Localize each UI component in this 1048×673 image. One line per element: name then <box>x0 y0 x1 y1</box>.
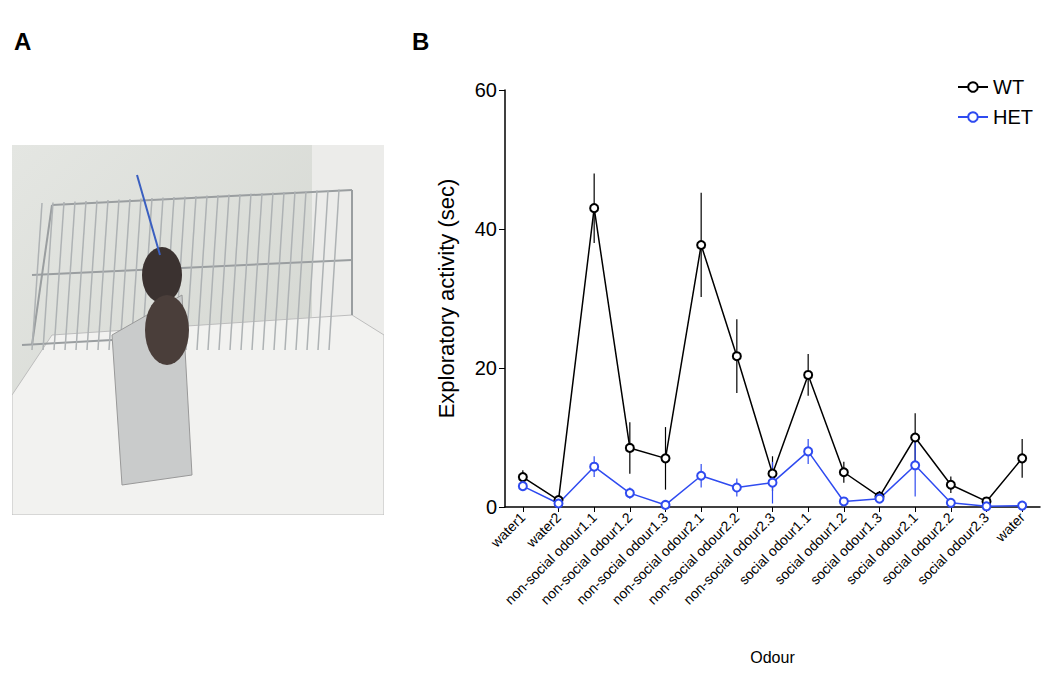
svg-text:Odour: Odour <box>750 649 795 666</box>
svg-text:non-social odour1.3: non-social odour1.3 <box>573 509 672 608</box>
svg-text:social odour2.2: social odour2.2 <box>878 509 957 588</box>
svg-text:social odour1.1: social odour1.1 <box>735 509 814 588</box>
svg-text:non-social odour2.3: non-social odour2.3 <box>680 509 779 608</box>
html-text:A: A <box>14 28 32 55</box>
svg-text:social odour2.3: social odour2.3 <box>914 509 993 588</box>
svg-text:40: 40 <box>475 218 497 240</box>
svg-text:social odour1.3: social odour1.3 <box>806 509 886 588</box>
svg-text:non-social odour2.1: non-social odour2.1 <box>608 509 707 608</box>
svg-text:Exploratory activity (sec): Exploratory activity (sec) <box>434 179 459 419</box>
svg-text:social odour2.1: social odour2.1 <box>842 509 921 588</box>
svg-text:non-social odour2.2: non-social odour2.2 <box>644 509 743 608</box>
svg-text:non-social odour1.2: non-social odour1.2 <box>537 509 636 608</box>
svg-text:0: 0 <box>486 496 497 518</box>
svg-text:60: 60 <box>475 79 497 101</box>
svg-text:WT: WT <box>993 76 1024 98</box>
svg-text:HET: HET <box>993 106 1033 128</box>
html-text:B: B <box>412 28 430 55</box>
svg-text:water2: water2 <box>523 509 565 551</box>
svg-text:water: water <box>992 509 1028 545</box>
svg-text:social odour1.2: social odour1.2 <box>771 509 850 588</box>
svg-text:non-social odour1.1: non-social odour1.1 <box>501 509 600 608</box>
svg-text:water1: water1 <box>487 509 529 551</box>
svg-text:20: 20 <box>475 357 497 379</box>
